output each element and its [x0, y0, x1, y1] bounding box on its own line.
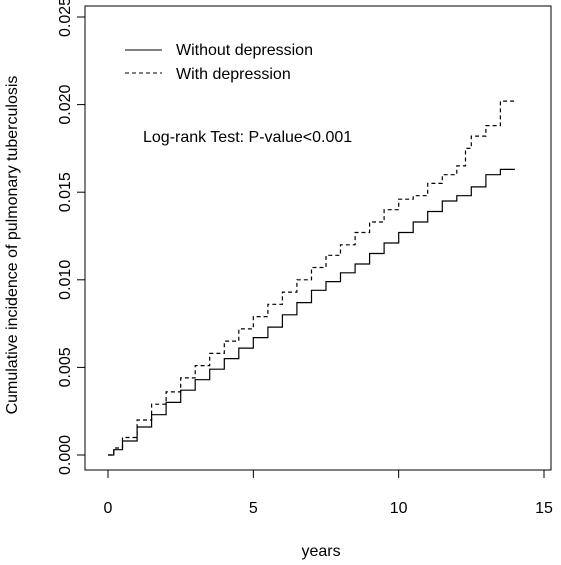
- y-tick-label: 0.010: [57, 260, 74, 300]
- x-tick-label: 15: [535, 500, 553, 517]
- y-tick-label: 0.025: [57, 0, 74, 37]
- legend-label-with-depression: With depression: [176, 66, 291, 83]
- x-tick-label: 5: [249, 500, 258, 517]
- y-tick-label: 0.005: [57, 347, 74, 387]
- legend: Without depression With depression: [125, 42, 313, 83]
- series-layer: [108, 100, 515, 456]
- plot-frame: [84, 5, 552, 471]
- x-axis-label: years: [301, 543, 340, 560]
- y-axis: 0.000 0.005 0.010 0.015 0.020 0.025: [57, 0, 86, 475]
- x-tick-label: 10: [390, 500, 408, 517]
- y-tick-label: 0.000: [57, 435, 74, 475]
- x-tick-label: 0: [104, 500, 113, 517]
- series-line-with-depression: [108, 100, 515, 456]
- y-tick-label: 0.020: [57, 84, 74, 124]
- y-tick-label: 0.015: [57, 172, 74, 212]
- annotation-logrank: Log-rank Test: P-value<0.001: [143, 129, 352, 146]
- legend-label-without-depression: Without depression: [176, 42, 313, 59]
- series-line-without-depression: [108, 168, 515, 456]
- x-axis: 0 5 10 15: [104, 469, 553, 517]
- y-axis-label: Cumulative incidence of pulmonary tuberc…: [4, 76, 21, 415]
